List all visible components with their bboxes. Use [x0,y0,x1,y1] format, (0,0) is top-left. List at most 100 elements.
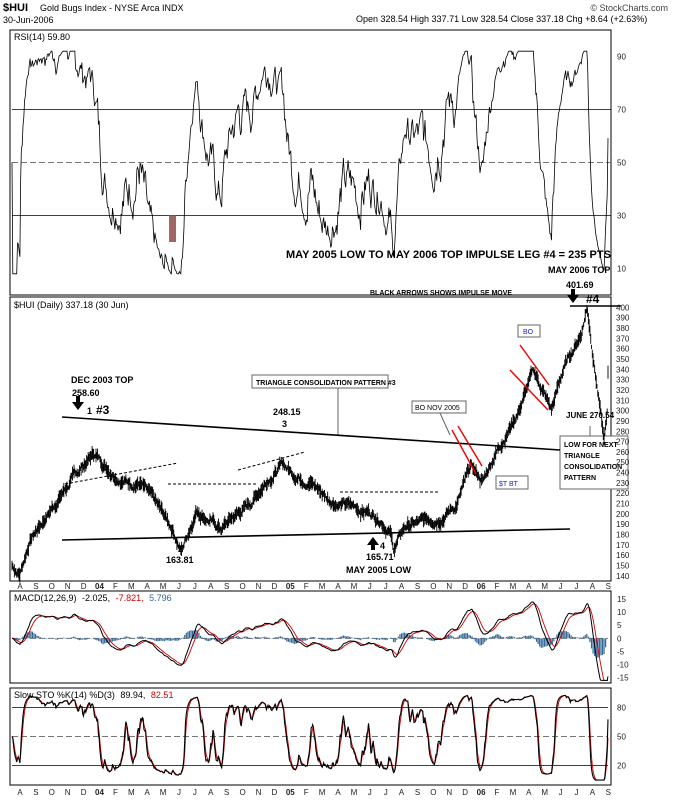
x-axis-label: F [495,582,500,591]
x-axis-label: S [224,788,229,797]
triangle-upper-line [61,416,561,451]
x-axis-label: D [272,582,278,591]
macd-tick-label: 0 [617,634,622,643]
price-tick-label: 260 [616,448,630,457]
x-axis-label: 04 [95,788,104,797]
x-axis-label: D [272,788,278,797]
price-tick-label: 230 [616,479,630,488]
arrow-1-stem [76,396,80,403]
x-axis-label: A [399,788,405,797]
rsi-line [11,50,609,275]
rsi-tick-label: 70 [617,106,626,115]
sto-d-value: 82.51 [151,690,174,700]
macd-tick-label: 5 [617,621,622,630]
x-axis-label: O [239,788,245,797]
x-axis-label: M [160,788,167,797]
price-tick-label: 380 [616,324,630,333]
x-axis-label: M [319,788,326,797]
point3-value: 248.15 [273,407,301,417]
arrow-up-4-stem [371,544,375,550]
price-tick-label: 270 [616,438,630,447]
x-axis-label: D [462,788,468,797]
x-axis-label: F [304,582,309,591]
x-axis-label: J [368,582,372,591]
x-axis-label: M [319,582,326,591]
price-tick-label: 240 [616,469,630,478]
x-axis-label: N [256,788,262,797]
price-tick-label: 200 [616,510,630,519]
x-axis-label: J [368,788,372,797]
x-axis-label: 05 [286,788,295,797]
x-axis-label: S [33,788,38,797]
x-axis-label: 05 [286,582,295,591]
price-tick-label: 400 [616,303,630,312]
x-axis-label: O [239,582,245,591]
x-axis-label: J [177,788,181,797]
x-axis-label: S [224,582,229,591]
bo-callout [517,324,541,338]
sto-k-value: 89.94, [120,690,145,700]
bt-callout [495,475,529,490]
macd-tick-label: -10 [617,661,629,670]
dec2003-value: 258.60 [72,388,100,398]
symbol: $HUI [3,2,28,14]
price-tick-label: 310 [616,396,630,405]
chart-date: 30-Jun-2006 [3,15,54,25]
price-tick-label: 340 [616,365,630,374]
support-line-1 [64,462,179,485]
x-axis-label: N [446,582,452,591]
x-axis-label: J [575,582,579,591]
x-axis-label: M [128,788,135,797]
rsi-tick-label: 30 [617,212,626,221]
price-tick-label: 160 [616,551,630,560]
sto-panel [9,687,612,786]
gridlines [12,109,611,766]
x-axis-label: S [415,788,420,797]
macd-value-2: -7.821, [116,593,144,603]
macd-tick-label: 10 [617,608,626,617]
x-axis-label: J [559,582,563,591]
x-axis-label: A [335,582,341,591]
bo-nov-pointer [439,412,451,436]
low-next-line-2: TRIANGLE [564,453,600,460]
low-next-line-1: LOW FOR NEXT [564,442,618,449]
price-tick-label: 370 [616,334,630,343]
x-axis-label: F [113,582,118,591]
rsi-tick-label: 10 [617,265,626,274]
x-axis-label: M [510,582,517,591]
may2006-top-label: MAY 2006 TOP [548,265,610,275]
macd-tick-label: -5 [617,647,625,656]
price-annotations: MAY 2006 TOP 401.69 BLACK ARROWS SHOWS I… [71,265,629,575]
rsi-tick-label: 50 [617,159,626,168]
x-axis-label: F [304,788,309,797]
june-low-value: JUNE 270.54 [566,411,615,420]
low-next-line-4: PATTERN [564,475,596,482]
macd-line [11,601,609,681]
macd-value-3: 5.796 [149,593,172,603]
macd-label: MACD(12,26,9) -2.025, -7.821, 5.796 [14,593,172,603]
x-axis-label: J [575,788,579,797]
bt-callout-text: $T BT [499,481,519,488]
price-tick-label: 390 [616,314,630,323]
rsi-headline: MAY 2005 LOW TO MAY 2006 TOP IMPULSE LEG… [286,249,611,261]
price-tick-label: 300 [616,407,630,416]
red-flag-2b [509,369,549,411]
price-tick-label: 330 [616,376,630,385]
price-tick-label: 280 [616,427,630,436]
red-flag-1b [457,425,483,467]
x-axis-label: N [446,788,452,797]
x-axis-label: M [160,582,167,591]
x-axis-label: A [17,582,23,591]
price-tick-label: 210 [616,500,630,509]
x-axis-label: J [384,788,388,797]
red-flag-1a [451,429,477,475]
rsi-tick-label: 90 [617,53,626,62]
x-axis-label: O [430,582,436,591]
price-tick-label: 320 [616,386,630,395]
price-tick-label: 350 [616,355,630,364]
sto-label-name: Slow STO %K(14) %D(3) [14,690,115,700]
sto-label: Slow STO %K(14) %D(3) 89.94, 82.51 [14,690,173,700]
price-tick-label: 190 [616,520,630,529]
